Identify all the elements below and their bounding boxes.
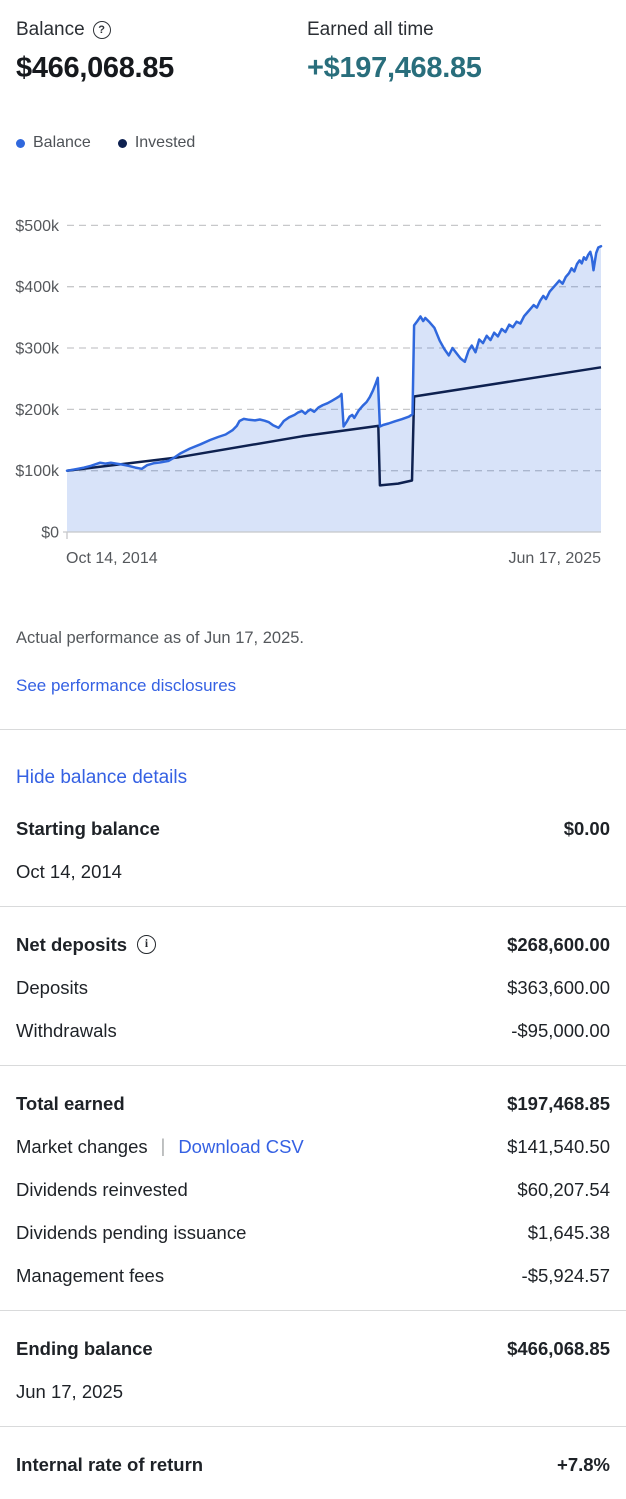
divider [0,906,626,907]
table-row: Starting balance $0.00 [16,816,610,841]
table-row: Dividends reinvested $60,207.54 [16,1177,610,1202]
row-value: $197,468.85 [507,1093,610,1114]
table-row: Net deposits i $268,600.00 [16,932,610,957]
balance-area [67,246,601,532]
earned-all-time-label: Earned all time [307,19,434,40]
details-section: Ending balance $466,068.85 Jun 17, 2025 [0,1311,626,1426]
row-label: Dividends reinvested [16,1179,188,1200]
earned-all-time-value: +$197,468.85 [307,52,482,84]
row-label: Withdrawals [16,1020,117,1041]
balance-value: $466,068.85 [16,52,174,84]
balance-dot-icon [16,138,25,148]
row-value: +7.8% [557,1454,610,1475]
performance-caption: Actual performance as of Jun 17, 2025. [16,629,305,647]
divider [0,1310,626,1311]
y-tick-label: $300k [15,341,60,358]
invested-line [66,366,602,487]
balance-line [65,244,603,472]
invested-dot-icon [117,138,127,148]
divider [0,729,626,730]
row-value: $268,600.00 [507,934,610,955]
row-label: Net deposits [16,934,128,955]
row-label: Management fees [16,1265,165,1286]
y-tick-label: $0 [41,525,59,542]
row-value: $466,068.85 [507,1338,610,1359]
row-subdate: Jun 17, 2025 [16,1381,123,1402]
details-section: Total earned $197,468.85 Market changes | Do… [0,1066,626,1310]
info-icon[interactable]: i [137,935,157,954]
table-row: Internal rate of return +7.8% [16,1452,610,1477]
table-row: Ending balance $466,068.85 [16,1336,610,1361]
details-section: Internal rate of return +7.8% [0,1427,626,1499]
table-row: Deposits $363,600.00 [16,975,610,1000]
legend-invested-label: Invested [134,134,196,151]
y-tick-label: $500k [15,218,60,235]
row-label: Starting balance [16,818,160,839]
y-tick-label: $400k [15,279,60,296]
table-row: Market changes | Download CSV $141,540.50 [16,1134,610,1159]
row-value: $363,600.00 [507,977,610,998]
divider [0,1426,626,1427]
y-tick-label: $100k [15,463,60,480]
row-label: Ending balance [16,1338,153,1359]
row-value: -$95,000.00 [511,1020,610,1041]
legend-item-invested: Invested [117,134,196,152]
table-row: Withdrawals -$95,000.00 [16,1018,610,1043]
table-row: Management fees -$5,924.57 [16,1263,610,1288]
row-value: $141,540.50 [507,1136,610,1157]
row-label: Dividends pending issuance [16,1222,247,1243]
details-section: Starting balance $0.00 Oct 14, 2014 [0,791,626,906]
y-tick-label: $200k [15,402,60,419]
row-value: -$5,924.57 [521,1265,610,1286]
x-end-label: Jun 17, 2025 [508,550,601,567]
divider [0,1065,626,1066]
row-subdate: Oct 14, 2014 [16,861,122,882]
balance-header: Balance ? $466,068.85 Earned all time +$… [0,0,626,86]
legend-item-balance: Balance [16,134,91,152]
row-value: $1,645.38 [527,1222,610,1243]
details-section: Net deposits i $268,600.00 Deposits $363,600… [0,907,626,1065]
balance-details: Starting balance $0.00 Oct 14, 2014 Net dep… [0,791,626,1499]
performance-chart[interactable]: $0 $100k $200k $300k $400k $500k Oct 14, 2014 J… [0,192,626,579]
balance-area-chart[interactable]: $0 $100k $200k $300k $400k $500k Oct 14, 2014 J… [0,192,626,574]
download-csv-link[interactable]: Download CSV [178,1136,304,1157]
table-row: Dividends pending issuance $1,645.38 [16,1220,610,1245]
hide-balance-details-link[interactable]: Hide balance details [16,767,188,788]
row-label: Internal rate of return [16,1454,204,1475]
row-value: $0.00 [563,818,610,839]
table-row: Total earned $197,468.85 [16,1091,610,1116]
x-start-label: Oct 14, 2014 [66,550,158,567]
pipe-divider: | [160,1136,166,1156]
chart-legend: Balance Invested [16,134,626,152]
help-icon[interactable]: ? [92,21,111,39]
legend-balance-label: Balance [33,134,91,151]
row-label: Market changes [16,1136,148,1157]
balance-label: Balance [16,19,85,40]
row-label: Deposits [16,977,88,998]
row-label: Total earned [16,1093,125,1114]
performance-disclosures-link[interactable]: See performance disclosures [16,676,237,695]
row-value: $60,207.54 [517,1179,610,1200]
